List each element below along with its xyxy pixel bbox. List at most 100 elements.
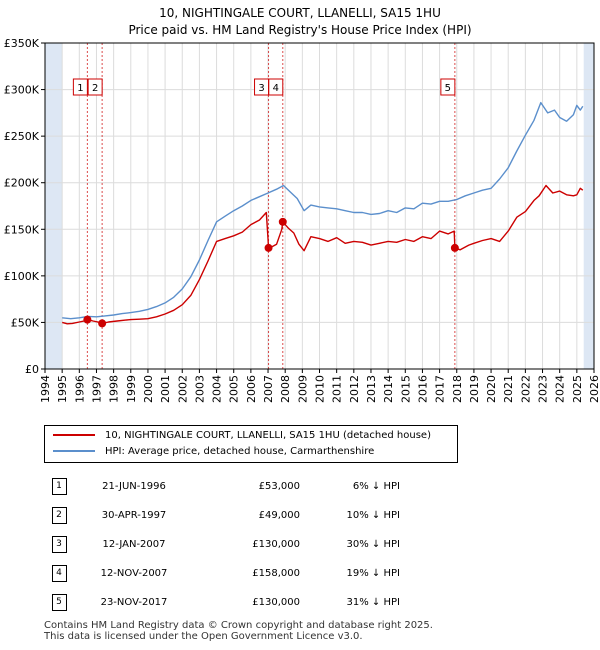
series-lines <box>62 101 584 325</box>
x-tick-label: 2016 <box>416 375 429 403</box>
sale-price-cell: £53,000 <box>190 472 300 501</box>
sale-number-badge-cell: 2 <box>40 501 78 530</box>
x-tick-label: 2019 <box>468 375 481 403</box>
x-tick-label: 2021 <box>502 375 515 403</box>
x-tick-label: 2011 <box>331 375 344 403</box>
legend-item-hpi: HPI: Average price, detached house, Carm… <box>53 445 374 459</box>
sale-hpi-diff-cell: 19% ↓ HPI <box>300 559 400 588</box>
sale-label-2: 2 <box>92 83 98 94</box>
x-tick-label: 2015 <box>399 375 412 403</box>
sale-hpi-diff: 19% ↓ HPI <box>346 568 400 579</box>
sale-point-3 <box>264 243 273 252</box>
legend-label-hpi: HPI: Average price, detached house, Carm… <box>105 446 375 457</box>
legend-swatch-property <box>53 434 95 436</box>
table-row: 2 30-APR-1997 £49,000 10% ↓ HPI <box>40 501 400 530</box>
y-tick-label: £0 <box>25 363 39 376</box>
sale-label-box <box>440 78 456 96</box>
x-tick-label: 2017 <box>434 375 447 403</box>
y-tick-label: £100K <box>4 270 40 283</box>
sale-number-badge: 2 <box>51 507 67 524</box>
x-tick-label: 2014 <box>382 375 395 403</box>
x-tick-label: 1999 <box>125 375 138 403</box>
y-tick-label: £250K <box>4 130 40 143</box>
sale-label-5: 5 <box>445 83 451 94</box>
x-tick-label: 2006 <box>245 375 258 403</box>
y-axis: £0 £50K £100K £150K £200K £250K £300K £350K <box>4 37 45 376</box>
sale-date: 21-JUN-1996 <box>102 481 166 492</box>
legend: 10, NIGHTINGALE COURT, LLANELLI, SA15 1H… <box>44 425 458 463</box>
sale-points <box>83 217 459 328</box>
sale-number-badge-cell: 1 <box>40 472 78 501</box>
sale-label-1: 1 <box>77 83 83 94</box>
sale-point-1 <box>83 315 92 324</box>
sale-number-badge: 1 <box>51 478 67 495</box>
x-axis: 1994 1995 1996 1997 1998 1999 2000 2001 2002 2003… <box>39 369 600 403</box>
sale-price-cell: £158,000 <box>190 559 300 588</box>
table-row: 5 23-NOV-2017 £130,000 31% ↓ HPI <box>40 588 400 617</box>
x-tick-label: 2020 <box>485 375 498 403</box>
table-row: 1 21-JUN-1996 £53,000 6% ↓ HPI <box>40 472 400 501</box>
footer-copyright: Contains HM Land Registry data © Crown c… <box>44 620 433 631</box>
sale-number-badge-cell: 3 <box>40 530 78 559</box>
chart-title: 10, NIGHTINGALE COURT, LLANELLI, SA15 1H… <box>159 6 441 20</box>
x-tick-label: 2012 <box>348 375 361 403</box>
sale-number-badge-cell: 4 <box>40 559 78 588</box>
sale-date: 12-NOV-2007 <box>100 568 168 579</box>
footer-license: This data is licensed under the Open Gov… <box>44 631 363 642</box>
y-tick-label: £200K <box>4 177 40 190</box>
sales-table: 1 21-JUN-1996 £53,000 6% ↓ HPI 2 30-APR-1997 £… <box>40 472 400 617</box>
sale-point-2 <box>98 319 107 328</box>
sale-price-cell: £130,000 <box>190 530 300 559</box>
sale-label-box <box>268 78 284 96</box>
property-price-line <box>62 184 584 325</box>
x-tick-label: 2009 <box>296 375 309 403</box>
x-tick-label: 2007 <box>262 375 275 403</box>
chart-subtitle: Price paid vs. HM Land Registry's House … <box>128 23 472 37</box>
sale-label-box <box>87 78 103 96</box>
x-tick-label: 1995 <box>56 375 69 403</box>
sale-date-cell: 12-NOV-2007 <box>78 559 190 588</box>
sale-point-5 <box>450 243 459 252</box>
sale-price: £53,000 <box>258 481 300 492</box>
legend-label-property: 10, NIGHTINGALE COURT, LLANELLI, SA15 1H… <box>105 430 431 441</box>
sale-point-4 <box>278 217 287 226</box>
sale-label-3: 3 <box>258 83 264 94</box>
sale-date-cell: 30-APR-1997 <box>78 501 190 530</box>
x-tick-label: 2010 <box>314 375 327 403</box>
x-tick-label: 2002 <box>176 375 189 403</box>
sale-hpi-diff-cell: 6% ↓ HPI <box>300 472 400 501</box>
x-tick-label: 2024 <box>554 375 567 403</box>
sale-hpi-diff: 31% ↓ HPI <box>346 597 400 608</box>
sale-price-cell: £130,000 <box>190 588 300 617</box>
x-tick-label: 2022 <box>519 375 532 403</box>
footer: Contains HM Land Registry data © Crown c… <box>44 620 433 642</box>
sale-price-cell: £49,000 <box>190 501 300 530</box>
table-row: 3 12-JAN-2007 £130,000 30% ↓ HPI <box>40 530 400 559</box>
sale-hpi-diff-cell: 30% ↓ HPI <box>300 530 400 559</box>
x-tick-label: 1997 <box>90 375 103 403</box>
x-tick-label: 2008 <box>279 375 292 403</box>
y-tick-label: £150K <box>4 223 40 236</box>
sale-hpi-diff: 10% ↓ HPI <box>346 510 400 521</box>
sale-price: £49,000 <box>258 510 300 521</box>
sale-number-badge: 3 <box>51 536 67 553</box>
sale-hpi-diff-cell: 31% ↓ HPI <box>300 588 400 617</box>
sale-label-box <box>72 78 88 96</box>
no-data-region-right <box>583 43 594 369</box>
sale-date-cell: 21-JUN-1996 <box>78 472 190 501</box>
sale-number-badge: 5 <box>51 594 67 611</box>
sale-date: 30-APR-1997 <box>101 510 167 521</box>
sale-number-badge-cell: 5 <box>40 588 78 617</box>
x-tick-label: 2013 <box>365 375 378 403</box>
legend-item-property: 10, NIGHTINGALE COURT, LLANELLI, SA15 1H… <box>53 429 431 443</box>
x-tick-label: 2004 <box>211 375 224 403</box>
hpi-line <box>62 101 584 320</box>
x-tick-label: 2005 <box>228 375 241 403</box>
x-tick-label: 2025 <box>571 375 584 403</box>
table-row: 4 12-NOV-2007 £158,000 19% ↓ HPI <box>40 559 400 588</box>
legend-swatch-hpi <box>53 450 95 452</box>
x-tick-label: 2023 <box>537 375 550 403</box>
x-tick-label: 1998 <box>108 375 121 403</box>
no-data-region-left <box>45 43 63 369</box>
